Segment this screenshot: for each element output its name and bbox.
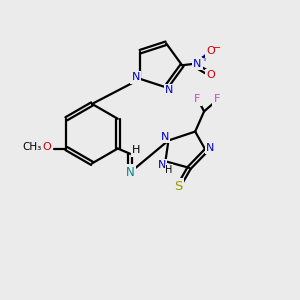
- Text: H: H: [165, 165, 173, 175]
- Text: O: O: [207, 70, 215, 80]
- Text: O: O: [207, 46, 215, 56]
- Text: F: F: [213, 94, 220, 104]
- Text: F: F: [194, 94, 201, 104]
- Text: N: N: [161, 132, 169, 142]
- Text: CH₃: CH₃: [22, 142, 41, 152]
- Text: N: N: [206, 142, 214, 153]
- Text: O: O: [42, 142, 51, 152]
- Text: N: N: [194, 59, 202, 69]
- Text: N: N: [131, 72, 140, 82]
- Text: −: −: [213, 43, 221, 53]
- Text: +: +: [200, 53, 208, 64]
- Text: N: N: [126, 166, 135, 179]
- Text: S: S: [174, 180, 182, 193]
- Text: H: H: [132, 145, 140, 155]
- Text: N: N: [165, 85, 173, 95]
- Text: N: N: [158, 160, 166, 170]
